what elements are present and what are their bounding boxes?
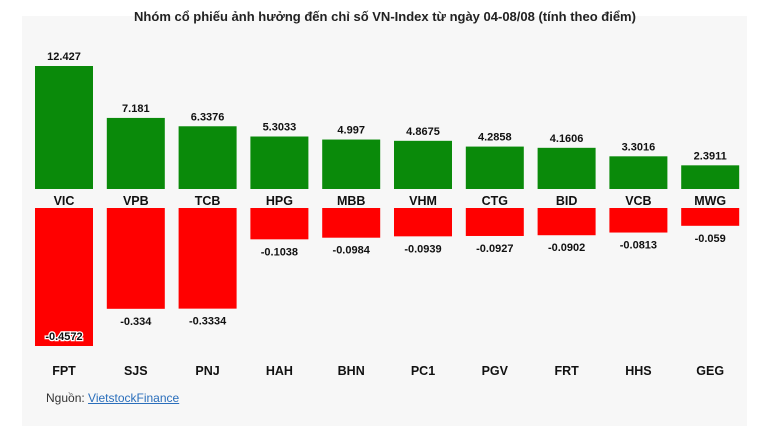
positive-value-label: 3.3016 — [622, 141, 656, 153]
positive-bar — [106, 117, 165, 189]
positive-value-label: 4.8675 — [406, 126, 440, 138]
positive-value-label: 5.3033 — [263, 122, 297, 134]
positive-value-label: 2.3911 — [694, 150, 727, 162]
positive-bar — [178, 126, 237, 189]
positive-bar — [322, 139, 381, 189]
negative-category-label: PNJ — [195, 364, 219, 378]
positive-bar — [609, 156, 668, 189]
negative-category-label: SJS — [124, 364, 148, 378]
negative-value-label: -0.334 — [120, 316, 152, 328]
source-link[interactable]: VietstockFinance — [88, 391, 180, 405]
negative-bar — [681, 208, 740, 226]
negative-category-label: BHN — [338, 364, 365, 378]
positive-value-label: 4.2858 — [478, 132, 512, 144]
negative-bar — [465, 208, 524, 236]
negative-category-label: FRT — [554, 364, 579, 378]
negative-value-label: -0.0902 — [548, 242, 585, 254]
positive-value-label: 12.427 — [47, 51, 81, 63]
positive-category-label: MBB — [337, 194, 365, 208]
negative-value-label: -0.4572 — [45, 331, 82, 343]
negative-value-label: -0.0984 — [333, 245, 371, 257]
source-note: Nguồn: VietstockFinance — [46, 391, 179, 405]
negative-category-label: HHS — [625, 364, 651, 378]
positive-category-label: HPG — [266, 194, 293, 208]
positive-category-label: CTG — [482, 194, 508, 208]
negative-bar — [35, 208, 93, 346]
positive-bar — [394, 140, 452, 189]
negative-value-label: -0.0927 — [476, 243, 513, 255]
positive-bar — [465, 146, 524, 189]
positive-category-label: TCB — [195, 194, 221, 208]
positive-category-label: VIC — [54, 194, 75, 208]
positive-category-label: BID — [556, 194, 578, 208]
positive-category-label: MWG — [694, 194, 726, 208]
negative-value-label: -0.059 — [695, 233, 726, 245]
positive-value-label: 6.3376 — [191, 111, 225, 123]
chart-title: Nhóm cổ phiếu ảnh hưởng đến chỉ số VN-In… — [134, 9, 636, 24]
positive-value-label: 4.1606 — [550, 133, 584, 145]
positive-category-label: VCB — [625, 194, 651, 208]
negative-category-label: PC1 — [411, 364, 435, 378]
negative-value-label: -0.0813 — [620, 240, 657, 252]
negative-bar — [106, 208, 165, 309]
negative-bar — [394, 208, 452, 237]
positive-bar — [681, 165, 740, 189]
negative-category-label: PGV — [482, 364, 509, 378]
positive-category-label: VPB — [123, 194, 149, 208]
negative-bar — [322, 208, 381, 238]
positive-value-label: 4.997 — [337, 125, 365, 137]
negative-bar — [609, 208, 668, 233]
negative-value-label: -0.0939 — [404, 243, 441, 255]
negative-bar — [178, 208, 237, 309]
negative-category-label: HAH — [266, 364, 293, 378]
source-label: Nguồn: — [46, 391, 85, 405]
negative-value-label: -0.3334 — [189, 316, 227, 328]
positive-bar — [250, 136, 309, 189]
negative-bar — [537, 208, 596, 236]
positive-bar — [537, 147, 596, 189]
negative-category-label: FPT — [52, 364, 76, 378]
negative-category-label: GEG — [696, 364, 724, 378]
positive-category-label: VHM — [409, 194, 437, 208]
negative-value-label: -0.1038 — [261, 246, 298, 258]
positive-bar — [35, 66, 93, 189]
negative-bar — [250, 208, 309, 240]
positive-value-label: 7.181 — [122, 103, 150, 115]
